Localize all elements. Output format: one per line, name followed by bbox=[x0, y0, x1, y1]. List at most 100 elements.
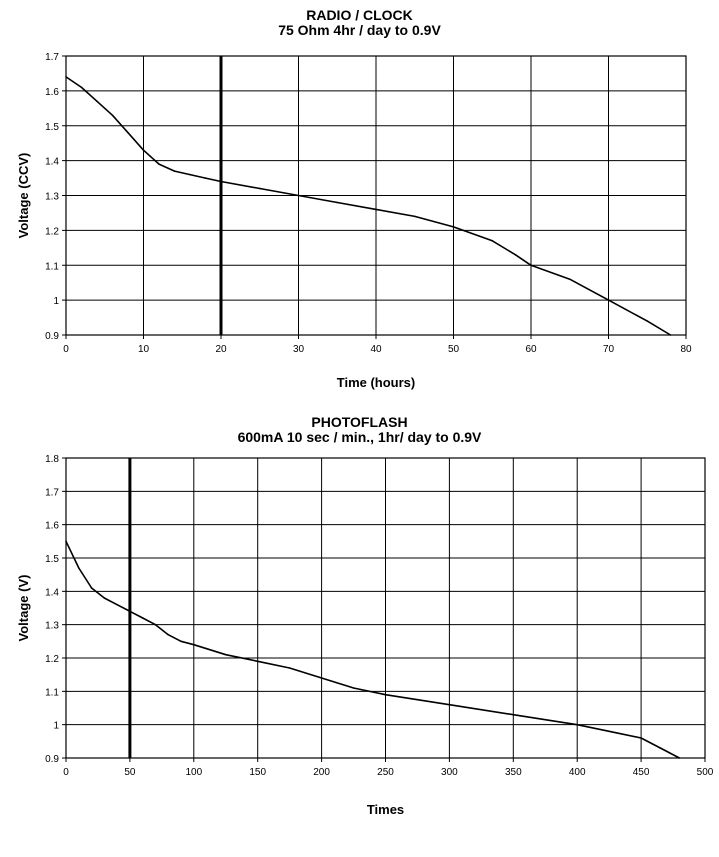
x-axis-label: Times bbox=[367, 802, 404, 817]
y-tick-label: 1.6 bbox=[45, 87, 59, 98]
data-point bbox=[297, 194, 300, 197]
data-point bbox=[514, 253, 517, 256]
y-tick-label: 1.1 bbox=[45, 687, 59, 698]
data-point bbox=[173, 170, 176, 172]
x-tick-label: 70 bbox=[603, 344, 615, 355]
y-tick-label: 1.8 bbox=[45, 454, 59, 465]
chart-plot-area: 0 50 100 150 200 250 300 350 400 450 500 0.9 1 1.1 1.2… bbox=[16, 454, 714, 817]
data-point bbox=[77, 567, 80, 569]
data-point bbox=[375, 208, 377, 211]
plot-frame bbox=[65, 55, 687, 336]
data-point bbox=[141, 617, 144, 619]
data-series-line bbox=[65, 540, 680, 759]
x-tick-label: 250 bbox=[377, 767, 394, 778]
data-point bbox=[320, 677, 323, 679]
data-point bbox=[452, 226, 455, 228]
x-tick-label: 30 bbox=[293, 344, 305, 355]
data-point bbox=[258, 187, 261, 190]
chart-title: PHOTOFLASH bbox=[311, 414, 408, 430]
data-point bbox=[116, 603, 118, 606]
x-tick-label: 300 bbox=[441, 767, 458, 778]
x-tick-label: 150 bbox=[249, 767, 266, 778]
y-tick-label: 1.7 bbox=[45, 52, 59, 63]
data-point bbox=[413, 215, 416, 218]
data-point bbox=[90, 587, 93, 589]
x-tick-label: 10 bbox=[138, 344, 150, 355]
y-tick-label: 1.2 bbox=[45, 654, 59, 665]
y-tick-label: 0.9 bbox=[45, 331, 59, 342]
data-point bbox=[158, 163, 160, 165]
data-point bbox=[142, 149, 145, 151]
data-point bbox=[568, 278, 571, 281]
x-tick-label: 60 bbox=[525, 344, 537, 355]
x-tick-label: 100 bbox=[185, 767, 202, 778]
data-series-line bbox=[65, 76, 671, 336]
x-axis-label: Time (hours) bbox=[337, 375, 416, 390]
data-point bbox=[154, 623, 157, 626]
data-point bbox=[65, 76, 67, 78]
y-tick-label: 1.7 bbox=[45, 487, 59, 498]
data-point bbox=[224, 653, 227, 656]
plot-frame bbox=[65, 457, 706, 759]
data-point bbox=[80, 86, 83, 89]
data-point bbox=[640, 737, 642, 739]
x-tick-label: 0 bbox=[63, 344, 69, 355]
data-point bbox=[491, 240, 494, 242]
y-tick-label: 1 bbox=[53, 296, 59, 307]
data-point bbox=[288, 667, 291, 669]
y-tick-label: 1.6 bbox=[45, 521, 59, 532]
y-tick-label: 1.3 bbox=[45, 621, 59, 632]
data-point bbox=[167, 633, 170, 636]
x-tick-label: 200 bbox=[313, 767, 330, 778]
y-tick-label: 1.5 bbox=[45, 122, 59, 133]
data-point bbox=[129, 610, 131, 613]
chart-radio-clock: RADIO / CLOCK 75 Ohm 4hr / day to 0.9V 0… bbox=[0, 0, 719, 400]
y-tick-label: 1.2 bbox=[45, 226, 59, 237]
data-point bbox=[607, 299, 610, 301]
y-tick-label: 1 bbox=[53, 721, 59, 732]
data-point bbox=[127, 131, 129, 134]
x-tick-label: 20 bbox=[215, 344, 227, 355]
x-tick-label: 500 bbox=[697, 767, 714, 778]
data-point bbox=[204, 177, 207, 179]
y-tick-label: 1.1 bbox=[45, 261, 59, 272]
data-point bbox=[336, 201, 339, 204]
y-axis-label: Voltage (CCV) bbox=[16, 153, 31, 239]
x-tick-label: 350 bbox=[505, 767, 522, 778]
data-point bbox=[65, 540, 67, 543]
data-point bbox=[384, 693, 387, 696]
data-point bbox=[193, 643, 195, 646]
x-tick-label: 50 bbox=[124, 767, 136, 778]
chart-photoflash: PHOTOFLASH 600mA 10 sec / min., 1hr/ day… bbox=[0, 410, 719, 830]
chart-subtitle: 75 Ohm 4hr / day to 0.9V bbox=[278, 22, 441, 38]
data-point bbox=[256, 660, 259, 663]
y-tick-label: 1.3 bbox=[45, 192, 59, 203]
data-point bbox=[448, 703, 451, 706]
x-tick-label: 40 bbox=[370, 344, 382, 355]
data-point bbox=[530, 264, 532, 267]
data-point bbox=[659, 747, 662, 749]
y-tick-label: 0.9 bbox=[45, 754, 59, 765]
data-point bbox=[678, 757, 681, 759]
data-point bbox=[352, 687, 355, 689]
data-point bbox=[669, 334, 672, 336]
chart-subtitle: 600mA 10 sec / min., 1hr/ day to 0.9V bbox=[237, 429, 482, 445]
data-point bbox=[189, 173, 191, 176]
data-point bbox=[103, 597, 106, 599]
x-tick-label: 80 bbox=[680, 344, 692, 355]
x-tick-label: 50 bbox=[448, 344, 460, 355]
y-tick-label: 1.5 bbox=[45, 554, 59, 565]
chart-plot-area: 0 10 20 30 40 50 60 70 80 0.9 1 1.1 1.2 1.3 1.4 1.5 1.6 1… bbox=[16, 52, 692, 390]
data-point bbox=[180, 640, 182, 643]
data-point bbox=[608, 730, 610, 733]
x-tick-label: 0 bbox=[63, 767, 69, 778]
data-point bbox=[96, 100, 98, 103]
data-point bbox=[576, 723, 578, 726]
chart-title: RADIO / CLOCK bbox=[306, 7, 413, 23]
y-tick-label: 1.4 bbox=[45, 587, 59, 598]
x-tick-label: 450 bbox=[633, 767, 650, 778]
data-point bbox=[220, 180, 222, 183]
x-tick-label: 400 bbox=[569, 767, 586, 778]
data-point bbox=[512, 713, 515, 716]
y-tick-label: 1.4 bbox=[45, 157, 59, 168]
